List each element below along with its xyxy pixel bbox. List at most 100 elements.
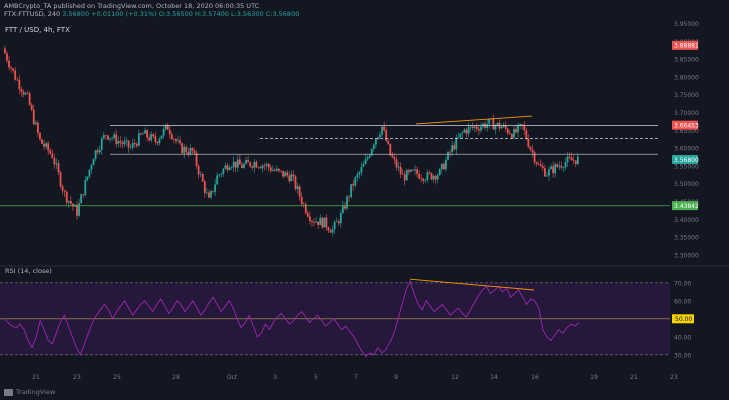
candle-body: [451, 145, 454, 153]
candle-body: [424, 180, 427, 181]
price-tick-label: 3.30000: [674, 252, 699, 259]
candle-body: [506, 128, 509, 134]
candle-body: [267, 164, 270, 168]
price-badge: [672, 201, 698, 211]
price-badge: [672, 120, 698, 130]
candle-body: [146, 130, 149, 138]
candle-body: [300, 196, 303, 204]
candle-body: [550, 166, 552, 170]
candle-body: [76, 204, 78, 216]
candle-body: [478, 128, 480, 131]
candle-body: [284, 172, 287, 177]
price-tick-label: 3.55000: [674, 163, 699, 170]
candle-body: [119, 141, 122, 143]
candle-body: [236, 159, 239, 168]
candle-body: [63, 190, 66, 192]
candle-body: [321, 217, 324, 228]
candle-body: [18, 79, 21, 89]
candle-body: [346, 196, 348, 209]
rsi-line: [3, 279, 580, 358]
candle-body: [26, 92, 29, 94]
candle-body: [117, 141, 120, 144]
candle-body: [453, 145, 456, 150]
candle-body: [350, 184, 353, 198]
time-tick-label: 16: [531, 374, 539, 381]
candle-body: [222, 168, 225, 174]
candle-body: [494, 125, 497, 130]
candle-body: [539, 164, 542, 167]
candle-body: [364, 159, 367, 164]
candle-body: [428, 172, 431, 174]
candle-body: [372, 144, 375, 150]
candle-body: [368, 155, 371, 158]
candle-body: [401, 174, 404, 175]
time-tick-label: 28: [172, 374, 180, 381]
candle-body: [166, 124, 169, 130]
candle-body: [418, 173, 421, 179]
candle-body: [203, 181, 206, 193]
candle-body: [113, 134, 116, 139]
candle-body: [41, 139, 43, 144]
candle-body: [504, 125, 507, 129]
price-axis[interactable]: 3.950003.900003.850003.800003.750003.700…: [672, 21, 699, 259]
candle-body: [329, 230, 332, 233]
candle-body: [259, 167, 262, 169]
time-tick-label: 9: [394, 374, 398, 381]
candle-body: [395, 159, 398, 168]
rsi-legend[interactable]: RSI (14, close): [5, 267, 52, 275]
candle-body: [28, 93, 31, 105]
tradingview-logo[interactable]: TradingView: [4, 388, 55, 396]
candle-body: [488, 118, 491, 125]
candle-body: [269, 167, 272, 171]
overlay-lines: [0, 115, 670, 207]
time-axis[interactable]: 21 23 25 28 Oct 3 5 7 9 12 14 16 19 21 23: [32, 374, 678, 381]
symbol-legend[interactable]: FTT / USD, 4h, FTX: [5, 26, 70, 34]
candle-body: [43, 143, 45, 147]
candle-body: [407, 170, 410, 172]
candle-body: [201, 173, 204, 182]
candle-body: [465, 129, 468, 134]
candle-body: [162, 128, 165, 136]
candle-body: [152, 134, 155, 137]
candle-body: [422, 178, 425, 181]
candle-body: [319, 217, 322, 225]
rsi-tick-label: 30.00: [674, 352, 691, 359]
price-tick-label: 3.75000: [674, 92, 699, 99]
candle-body: [102, 135, 105, 139]
author[interactable]: AMBCrypto_TA: [4, 2, 52, 10]
candle-body: [541, 166, 544, 169]
candle-body: [115, 134, 118, 144]
candle-body: [96, 150, 99, 153]
candle-body: [111, 138, 113, 139]
candle-body: [199, 173, 202, 175]
candle-body: [280, 170, 282, 172]
candle-body: [156, 141, 159, 144]
candle-body: [426, 172, 429, 181]
candle-body: [216, 175, 219, 185]
candle-body: [228, 167, 231, 171]
candle-body: [226, 165, 229, 171]
candle-body: [556, 164, 559, 167]
candle-body: [16, 79, 19, 81]
candle-body: [189, 147, 192, 155]
rsi-badge: [672, 314, 694, 324]
candle-body: [78, 203, 80, 216]
candle-body: [86, 176, 89, 181]
candle-body: [290, 174, 293, 182]
candle-body: [181, 143, 184, 154]
candles[interactable]: [4, 45, 579, 237]
candle-body: [107, 135, 109, 140]
time-tick-label: 7: [354, 374, 358, 381]
candle-body: [570, 157, 573, 161]
candle-body: [566, 156, 569, 163]
candle-body: [496, 122, 499, 126]
candle-body: [144, 130, 146, 134]
candle-body: [88, 169, 91, 177]
candle-body: [500, 126, 503, 129]
candle-body: [381, 126, 383, 135]
candle-body: [127, 140, 130, 148]
candle-body: [383, 126, 386, 131]
candle-body: [104, 135, 107, 136]
